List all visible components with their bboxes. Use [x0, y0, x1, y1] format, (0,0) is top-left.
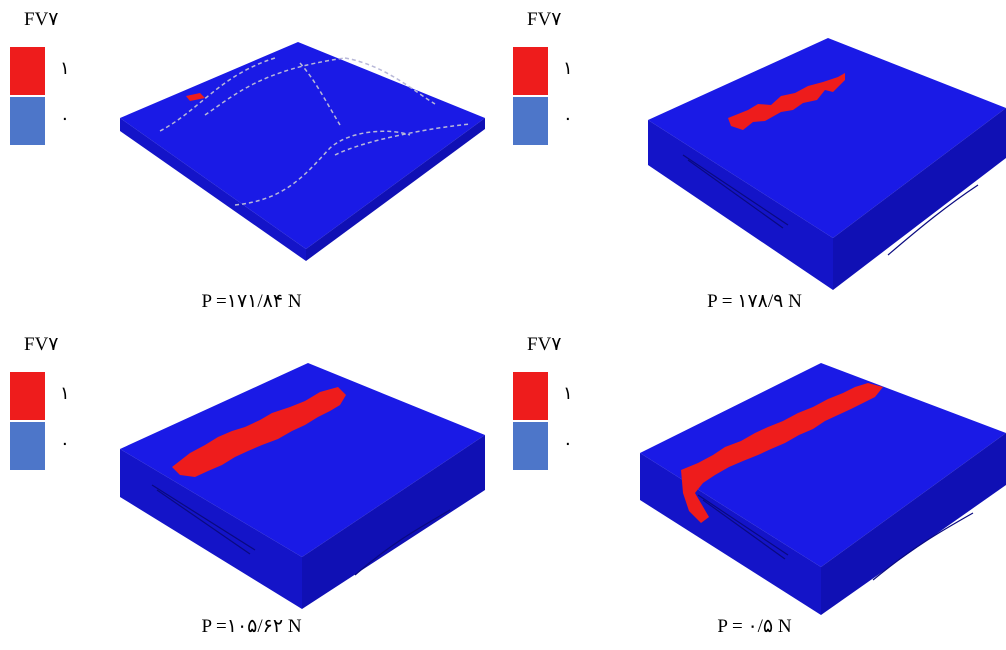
legend-high-label: ۱	[563, 58, 573, 78]
crack-lines	[159, 57, 471, 206]
legend-high-label: ۱	[60, 58, 70, 78]
legend-swatch-failed	[10, 47, 45, 95]
damage-zone	[681, 383, 883, 523]
panel-1: FV۷ ۱ ۰ P =۱۷۱/۸۴ N	[0, 0, 503, 325]
damage-zone	[186, 93, 205, 101]
plate-top-face	[120, 363, 485, 557]
load-caption: P = ۰/۵ N	[717, 616, 792, 637]
damage-zone	[728, 73, 845, 130]
legend-title: FV۷	[24, 9, 59, 30]
legend-high-label: ۱	[563, 383, 573, 403]
plate-model	[120, 363, 485, 609]
legend-title: FV۷	[527, 9, 562, 30]
legend-swatch-intact	[513, 97, 548, 145]
plate-top-face	[648, 38, 1006, 238]
legend-swatch-intact	[513, 422, 548, 470]
delamination-lines	[682, 154, 979, 256]
plate-left-face	[120, 449, 302, 609]
legend-low-label: ۰	[563, 433, 573, 453]
legend-swatch-failed	[10, 372, 45, 420]
legend-swatch-failed	[513, 47, 548, 95]
plate-left-face	[120, 118, 306, 261]
plate-model	[648, 38, 1006, 290]
plate-top-face	[640, 363, 1006, 567]
panel-3: FV۷ ۱ ۰ P =۱۰۵/۶۲ N	[0, 325, 503, 650]
legend-low-label: ۰	[60, 433, 70, 453]
plate-top-face	[120, 42, 485, 249]
load-caption: P =۱۰۵/۶۲ N	[201, 616, 302, 637]
plate-right-face	[833, 108, 1006, 290]
legend-swatch-failed	[513, 372, 548, 420]
load-caption: P =۱۷۱/۸۴ N	[201, 291, 302, 312]
load-caption: P = ۱۷۸/۹ N	[707, 291, 802, 312]
plate-model	[120, 42, 485, 261]
legend-swatch-intact	[10, 97, 45, 145]
panel-2: FV۷ ۱ ۰ P = ۱۷۸/۹ N	[503, 0, 1006, 325]
legend-swatch-intact	[10, 422, 45, 470]
legend-low-label: ۰	[60, 108, 70, 128]
plate-right-face	[302, 435, 485, 609]
plate-right-face	[821, 433, 1006, 615]
plate-right-face	[306, 118, 485, 261]
legend-low-label: ۰	[563, 108, 573, 128]
damage-zone	[172, 387, 346, 477]
legend-title: FV۷	[527, 334, 562, 355]
legend-high-label: ۱	[60, 383, 70, 403]
delamination-lines	[151, 484, 451, 576]
delamination-lines	[697, 494, 974, 581]
legend-title: FV۷	[24, 334, 59, 355]
plate-model	[640, 363, 1006, 615]
panel-4: FV۷ ۱ ۰ P = ۰/۵ N	[503, 325, 1006, 650]
